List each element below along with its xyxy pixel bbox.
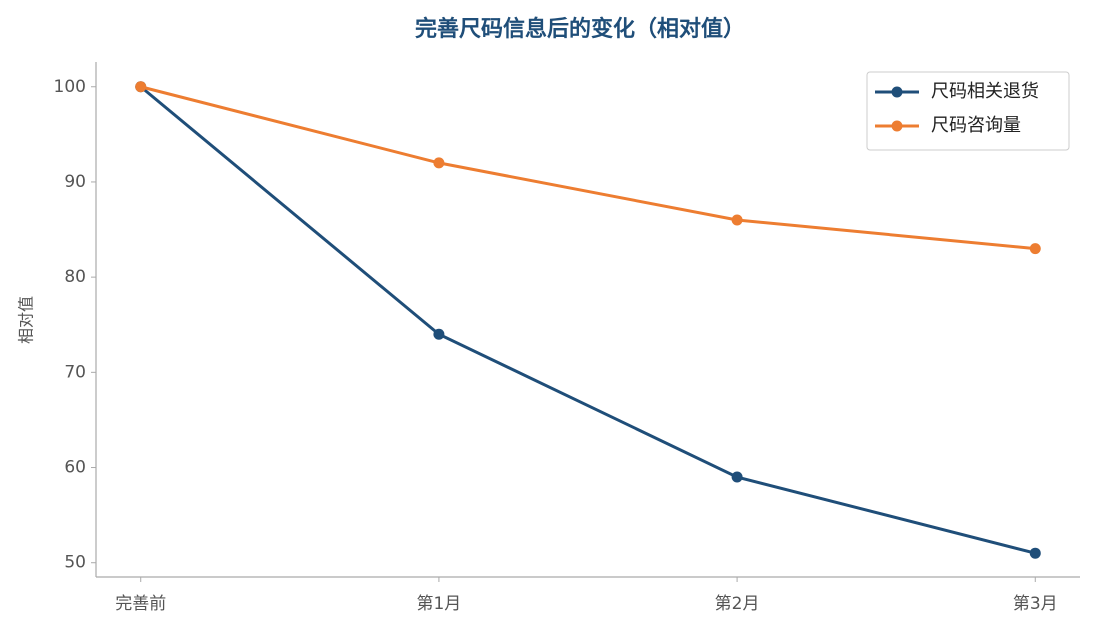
x-tick-label: 第1月 (416, 594, 461, 614)
legend-marker (891, 120, 903, 132)
y-axis-label: 相对值 (17, 296, 36, 344)
x-tick-label: 完善前 (115, 594, 166, 614)
legend-label: 尺码咨询量 (931, 115, 1021, 136)
marker (731, 471, 743, 483)
y-tick-label: 60 (64, 458, 86, 478)
x-tick-label: 第3月 (1013, 594, 1058, 614)
chart-title: 完善尺码信息后的变化（相对值） (415, 16, 745, 42)
marker (731, 214, 743, 226)
y-tick-label: 80 (64, 267, 86, 287)
y-tick-label: 100 (54, 77, 86, 97)
marker (1029, 547, 1041, 559)
marker (433, 328, 445, 340)
line (139, 85, 1036, 555)
marker (1029, 243, 1041, 255)
line (140, 85, 1036, 251)
y-tick-label: 50 (64, 553, 86, 573)
y-tick-label: 90 (64, 172, 86, 192)
x-tick-label: 第2月 (715, 594, 760, 614)
marker (433, 157, 445, 169)
legend-label: 尺码相关退货 (931, 81, 1039, 102)
y-tick-label: 70 (64, 362, 86, 382)
legend-marker (891, 86, 903, 98)
marker (135, 81, 147, 93)
